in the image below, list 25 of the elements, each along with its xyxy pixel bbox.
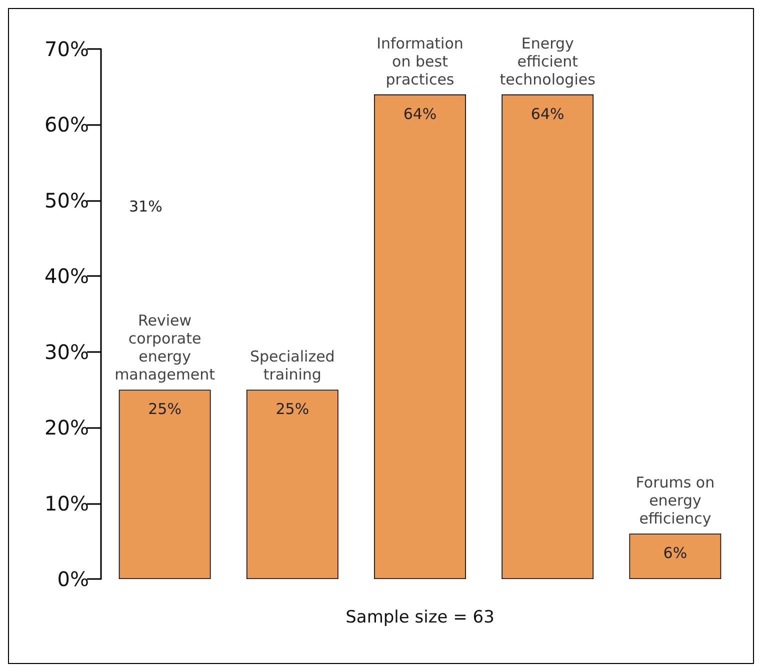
x-tick-label: Information on best practices <box>376 34 464 88</box>
y-tick-label: 0% <box>57 567 89 591</box>
data-label: 25% <box>276 400 310 418</box>
y-tick-label: 30% <box>44 340 89 364</box>
bar <box>246 390 338 579</box>
bar <box>118 390 211 579</box>
bar <box>502 94 594 579</box>
bar <box>374 94 466 579</box>
x-tick-label: Energy efficient technologies <box>500 34 596 88</box>
data-label: 64% <box>530 104 564 123</box>
x-axis-title: Sample size = 63 <box>346 608 494 628</box>
x-tick-label: Specialized training <box>250 348 335 384</box>
annotation: 31% <box>129 198 162 216</box>
y-tick-label: 70% <box>44 37 89 61</box>
bar <box>629 534 722 579</box>
x-tick-label: Review corporate energy management <box>114 312 216 384</box>
y-tick-label: 60% <box>44 112 89 137</box>
y-tick-label: 20% <box>44 416 89 440</box>
y-tick-label: 10% <box>44 491 89 516</box>
data-label: 6% <box>663 544 688 562</box>
data-label: 64% <box>403 104 437 123</box>
y-tick-label: 40% <box>44 264 89 288</box>
y-tick-label: 50% <box>44 188 89 212</box>
data-label: 25% <box>148 400 182 418</box>
x-tick-label: Forums on energy efficiency <box>636 474 715 528</box>
